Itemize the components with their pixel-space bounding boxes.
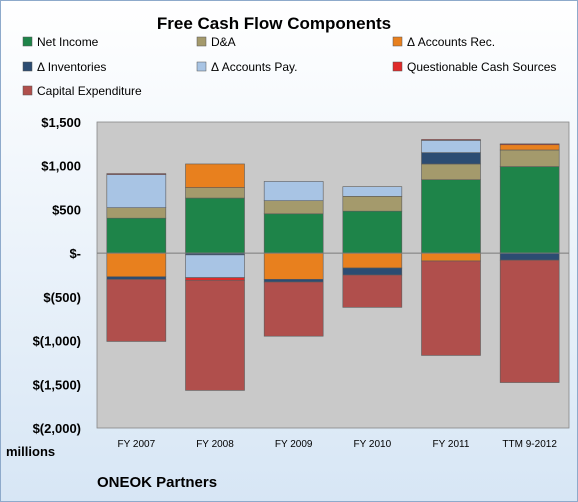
- bar-segment-d-a: [342, 196, 403, 212]
- y-tick-label: $500: [52, 202, 81, 217]
- bar-segment-delta-accounts-pay: [263, 181, 324, 201]
- bar-segment-questionable-cash-sources: [106, 173, 167, 175]
- bar-segment-questionable-cash-sources: [421, 139, 481, 141]
- bar-segment-d-a: [185, 187, 245, 199]
- y-tick-label: $(1,500): [33, 377, 81, 392]
- plot-area: [96, 121, 570, 429]
- legend-swatch-delta-accounts-rec: [392, 36, 403, 47]
- legend-label-capital-expenditure: Capital Expenditure: [37, 84, 142, 98]
- bar-segment-delta-accounts-rec: [106, 252, 167, 278]
- x-tick-label: FY 2011: [433, 439, 470, 450]
- bar-segment-delta-accounts-pay: [421, 140, 481, 153]
- legend-swatch-questionable-cash-sources: [392, 61, 403, 72]
- x-tick-label: FY 2008: [196, 439, 234, 450]
- y-tick-label: $1,500: [41, 115, 81, 130]
- y-tick-label: $(1,000): [33, 334, 81, 349]
- bar-segment-d-a: [421, 163, 481, 181]
- bar-segment-delta-inventories: [342, 267, 403, 276]
- y-axis: $1,500 $1,000 $500 $- $(500) $(1,000) $(1,500)…: [33, 115, 81, 436]
- y-tick-label: $(2,000): [33, 421, 81, 436]
- bar-segment-net-income: [263, 213, 324, 254]
- y-axis-unit: millions: [6, 444, 55, 459]
- bar-segment-delta-accounts-rec: [185, 163, 245, 188]
- bar-segment-capital-expenditure: [421, 260, 481, 356]
- y-tick-label: $1,000: [41, 159, 81, 174]
- bar-segment-delta-accounts-pay: [106, 174, 167, 208]
- bar-segment-delta-inventories: [421, 152, 481, 165]
- bar-segment-net-income: [185, 197, 245, 254]
- legend-swatch-net-income: [22, 36, 33, 47]
- x-tick-label: FY 2010: [354, 439, 392, 450]
- legend-swatch-capital-expenditure: [22, 85, 33, 96]
- legend-swatch-delta-accounts-pay: [196, 61, 207, 72]
- bar-segment-capital-expenditure: [106, 279, 167, 342]
- legend-label-delta-accounts-rec: Δ Accounts Rec.: [407, 35, 495, 49]
- legend-label-net-income: Net Income: [37, 35, 99, 49]
- bar-segment-delta-accounts-rec: [421, 252, 481, 262]
- bar-segment-questionable-cash-sources: [185, 277, 245, 281]
- legend-label-delta-accounts-pay: Δ Accounts Pay.: [211, 60, 298, 74]
- bar-segment-net-income: [421, 179, 481, 254]
- legend-label-questionable-cash-sources: Questionable Cash Sources: [407, 60, 556, 74]
- bar-segment-delta-inventories: [499, 252, 560, 261]
- bar-segment-net-income: [106, 217, 167, 254]
- bar-segment-delta-inventories: [106, 276, 167, 280]
- bar-segment-capital-expenditure: [499, 259, 560, 383]
- bar-segment-delta-accounts-pay: [185, 254, 245, 278]
- bar-segment-d-a: [263, 200, 324, 215]
- bar-segment-capital-expenditure: [185, 279, 245, 391]
- bars: [106, 139, 560, 391]
- bar-segment-delta-accounts-pay: [342, 186, 403, 197]
- bar-segment-d-a: [106, 207, 167, 219]
- bar-segment-questionable-cash-sources: [499, 143, 560, 146]
- bar-segment-delta-accounts-rec: [263, 252, 324, 280]
- x-tick-label: TTM 9-2012: [502, 439, 557, 450]
- bar-segment-net-income: [342, 210, 403, 254]
- bar-segment-capital-expenditure: [263, 281, 324, 337]
- legend-label-d-a: D&A: [211, 35, 236, 49]
- bar-segment-delta-accounts-rec: [342, 252, 403, 269]
- chart-title: Free Cash Flow Components: [157, 14, 391, 33]
- legend-swatch-delta-inventories: [22, 61, 33, 72]
- bar-segment-delta-accounts-rec: [499, 144, 560, 151]
- legend-label-delta-inventories: Δ Inventories: [37, 60, 106, 74]
- x-tick-label: FY 2009: [275, 439, 313, 450]
- y-tick-label: $-: [69, 246, 81, 261]
- legend: Net Income D&A Δ Accounts Rec. Δ Inventorie…: [22, 35, 556, 98]
- legend-swatch-d-a: [196, 36, 207, 47]
- bar-segment-delta-inventories: [263, 279, 324, 283]
- bar-segment-net-income: [499, 166, 560, 254]
- bar-segment-capital-expenditure: [342, 274, 403, 308]
- x-tick-label: FY 2007: [118, 439, 156, 450]
- y-tick-label: $(500): [43, 290, 81, 305]
- bar-segment-d-a: [499, 149, 560, 167]
- footer-company: ONEOK Partners: [97, 474, 217, 491]
- x-axis: FY 2007 FY 2008 FY 2009 FY 2010 FY 2011 TTM 9…: [118, 439, 558, 450]
